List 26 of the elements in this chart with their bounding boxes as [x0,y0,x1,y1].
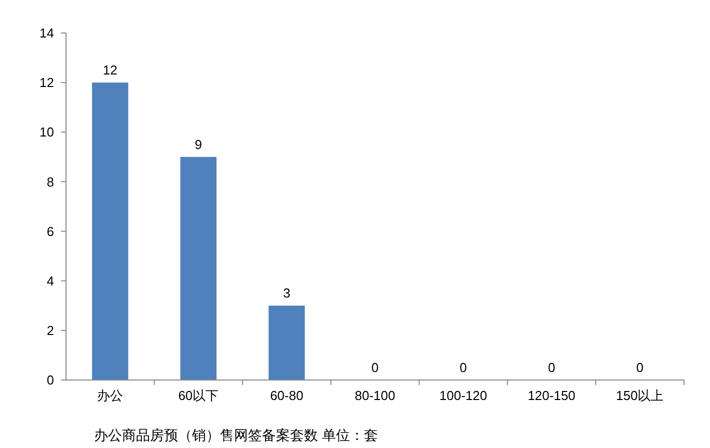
data-label: 0 [636,360,644,375]
y-tick-label: 2 [46,322,54,338]
data-label: 0 [548,360,556,375]
x-tick-label: 100-120 [439,388,488,403]
y-tick-label: 4 [46,273,54,288]
x-tick-label: 60以下 [178,388,219,403]
text: 办公商品房预（销）售网签备案套数 单位：套 [94,427,378,443]
data-label: 0 [371,360,379,375]
y-tick-label: 12 [40,75,54,90]
bar [268,306,305,380]
data-label: 9 [194,136,202,152]
y-tick-label: 14 [40,26,54,41]
y-tick-label: 6 [46,224,54,239]
x-tick-label: 150以上 [616,388,664,403]
x-tick-label: 60-80 [270,388,304,403]
bar [92,82,128,380]
data-label: 12 [102,62,118,78]
x-tick-label: 办公 [97,388,124,403]
y-tick-label: 8 [46,174,54,190]
x-tick-label: 120-150 [528,388,576,403]
x-tick-label: 80-100 [354,388,396,403]
y-tick-label: 0 [46,372,54,388]
data-label: 0 [460,360,467,375]
data-label: 3 [283,286,290,301]
y-tick-label: 10 [40,124,54,140]
bar [180,156,217,380]
